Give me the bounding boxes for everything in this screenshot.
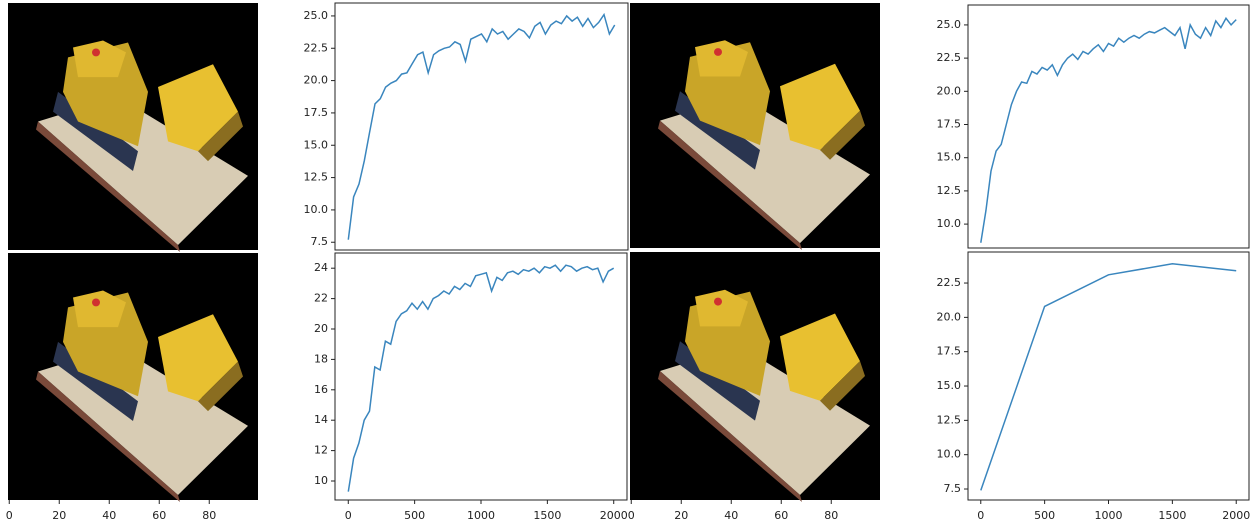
y-tick-label: 17.5 (937, 345, 962, 358)
x-tick-label: 0 (6, 509, 13, 522)
y-tick-label: 22.5 (304, 41, 329, 54)
y-tick-label: 25.0 (937, 18, 962, 31)
y-tick-label: 12.5 (937, 184, 962, 197)
x-tick-label: 1000 (467, 509, 495, 522)
x-tick-label: 80 (202, 509, 216, 522)
y-tick-label: 24 (314, 261, 328, 274)
y-tick-label: 15.0 (937, 151, 962, 164)
y-tick-label: 10 (314, 474, 328, 487)
y-tick-label: 10.0 (937, 448, 962, 461)
x-tick-label: 0 (628, 509, 635, 522)
y-tick-label: 10.0 (304, 203, 329, 216)
y-tick-label: 25.0 (304, 9, 329, 22)
rendered-image (8, 3, 258, 252)
axes-frame (968, 252, 1249, 500)
x-tick-label: 60 (152, 509, 166, 522)
x-tick-label: 40 (724, 509, 738, 522)
y-tick-label: 7.5 (311, 235, 329, 248)
x-tick-label: 1500 (1158, 509, 1186, 522)
y-tick-label: 12.5 (304, 171, 329, 184)
x-tick-label: 2000 (600, 509, 628, 522)
y-tick-label: 20 (314, 322, 328, 335)
y-tick-label: 16 (314, 383, 328, 396)
y-tick-label: 22.5 (937, 276, 962, 289)
x-tick-label: 1000 (1095, 509, 1123, 522)
x-tick-label: 1500 (533, 509, 561, 522)
x-tick-label: 20 (674, 509, 688, 522)
rendered-image (630, 252, 880, 502)
rendered-image (630, 3, 880, 250)
y-tick-label: 7.5 (944, 482, 962, 495)
y-tick-label: 20.0 (304, 74, 329, 87)
y-tick-label: 20.0 (937, 310, 962, 323)
y-tick-label: 17.5 (304, 106, 329, 119)
y-tick-label: 20.0 (937, 84, 962, 97)
figure: 7.5 10.0 12.5 15.0 17.5 20.0 22.5 25.0 10.0 12.5 1… (0, 0, 1251, 527)
y-tick-label: 10.0 (937, 217, 962, 230)
x-tick-label: 2000 (1222, 509, 1250, 522)
y-tick-label: 14 (314, 413, 328, 426)
x-tick-label: 500 (1034, 509, 1055, 522)
axes-frame (335, 3, 628, 250)
y-tick-label: 17.5 (937, 118, 962, 131)
axes-frame (968, 5, 1249, 248)
x-tick-label: 80 (824, 509, 838, 522)
axes-frame (335, 253, 627, 500)
y-tick-label: 15.0 (937, 379, 962, 392)
y-tick-label: 22.5 (937, 51, 962, 64)
y-tick-label: 15.0 (304, 138, 329, 151)
x-tick-label: 40 (102, 509, 116, 522)
y-tick-label: 12 (314, 444, 328, 457)
x-tick-label: 60 (774, 509, 788, 522)
x-tick-label: 0 (977, 509, 984, 522)
y-tick-label: 12.5 (937, 413, 962, 426)
y-tick-label: 18 (314, 352, 328, 365)
x-tick-label: 0 (345, 509, 352, 522)
x-tick-label: 20 (52, 509, 66, 522)
rendered-image (8, 253, 258, 502)
y-tick-label: 22 (314, 292, 328, 305)
x-tick-label: 500 (404, 509, 425, 522)
